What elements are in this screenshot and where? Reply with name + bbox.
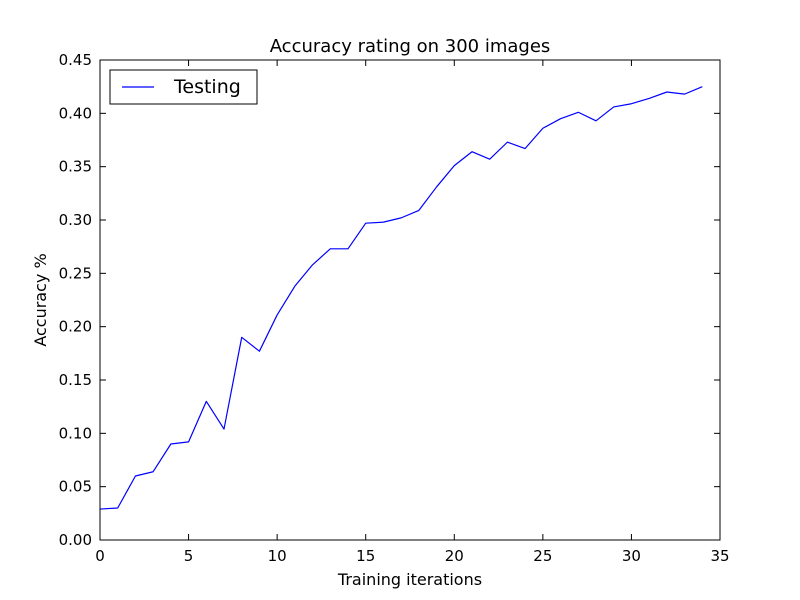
x-axis-ticks: 0 5 10 15 20 25 30 35 — [95, 60, 730, 565]
series-line-testing — [99, 86, 703, 510]
y-axis-ticks: 0.00 0.05 0.10 0.15 0.20 0.25 0.30 0.35 0.40 0.45 — [59, 51, 720, 549]
x-tick-label: 15 — [356, 547, 375, 565]
x-tick-label: 30 — [622, 547, 641, 565]
y-tick-label: 0.35 — [59, 158, 92, 176]
x-tick-label: 5 — [184, 547, 194, 565]
y-tick-label: 0.45 — [59, 51, 92, 69]
x-tick-label: 10 — [268, 547, 287, 565]
y-tick-label: 0.25 — [59, 264, 92, 282]
series-layer — [99, 86, 703, 510]
legend: Testing — [109, 69, 258, 105]
x-axis-title: Training iterations — [337, 570, 482, 589]
y-tick-label: 0.10 — [59, 424, 92, 442]
chart-title: Accuracy rating on 300 images — [270, 36, 551, 57]
x-tick-label: 0 — [95, 547, 105, 565]
plot-frame — [99, 59, 721, 541]
y-tick-label: 0.00 — [59, 531, 92, 549]
y-tick-label: 0.30 — [59, 211, 92, 229]
x-tick-label: 25 — [533, 547, 552, 565]
y-tick-label: 0.05 — [59, 478, 92, 496]
y-tick-label: 0.20 — [59, 318, 92, 336]
x-tick-label: 35 — [710, 547, 729, 565]
y-tick-label: 0.15 — [59, 371, 92, 389]
y-tick-label: 0.40 — [59, 104, 92, 122]
x-tick-label: 20 — [445, 547, 464, 565]
legend-label-testing: Testing — [173, 76, 241, 98]
y-axis-title: Accuracy % — [31, 253, 50, 346]
